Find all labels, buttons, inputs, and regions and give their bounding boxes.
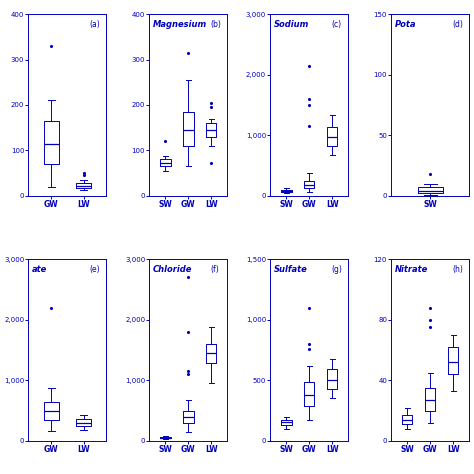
Text: (f): (f) (210, 265, 219, 273)
Text: Nitrate: Nitrate (394, 265, 428, 273)
Text: (g): (g) (331, 265, 342, 273)
Text: Chloride: Chloride (153, 265, 192, 273)
Text: ate: ate (32, 265, 47, 273)
Text: Pota: Pota (394, 19, 416, 28)
Text: (d): (d) (452, 19, 463, 28)
Text: Magnesium: Magnesium (153, 19, 207, 28)
Text: (a): (a) (89, 19, 100, 28)
Text: Sodium: Sodium (273, 19, 309, 28)
Text: Sulfate: Sulfate (273, 265, 307, 273)
Text: (h): (h) (452, 265, 463, 273)
Text: (e): (e) (89, 265, 100, 273)
Text: (c): (c) (331, 19, 341, 28)
Text: (b): (b) (210, 19, 221, 28)
